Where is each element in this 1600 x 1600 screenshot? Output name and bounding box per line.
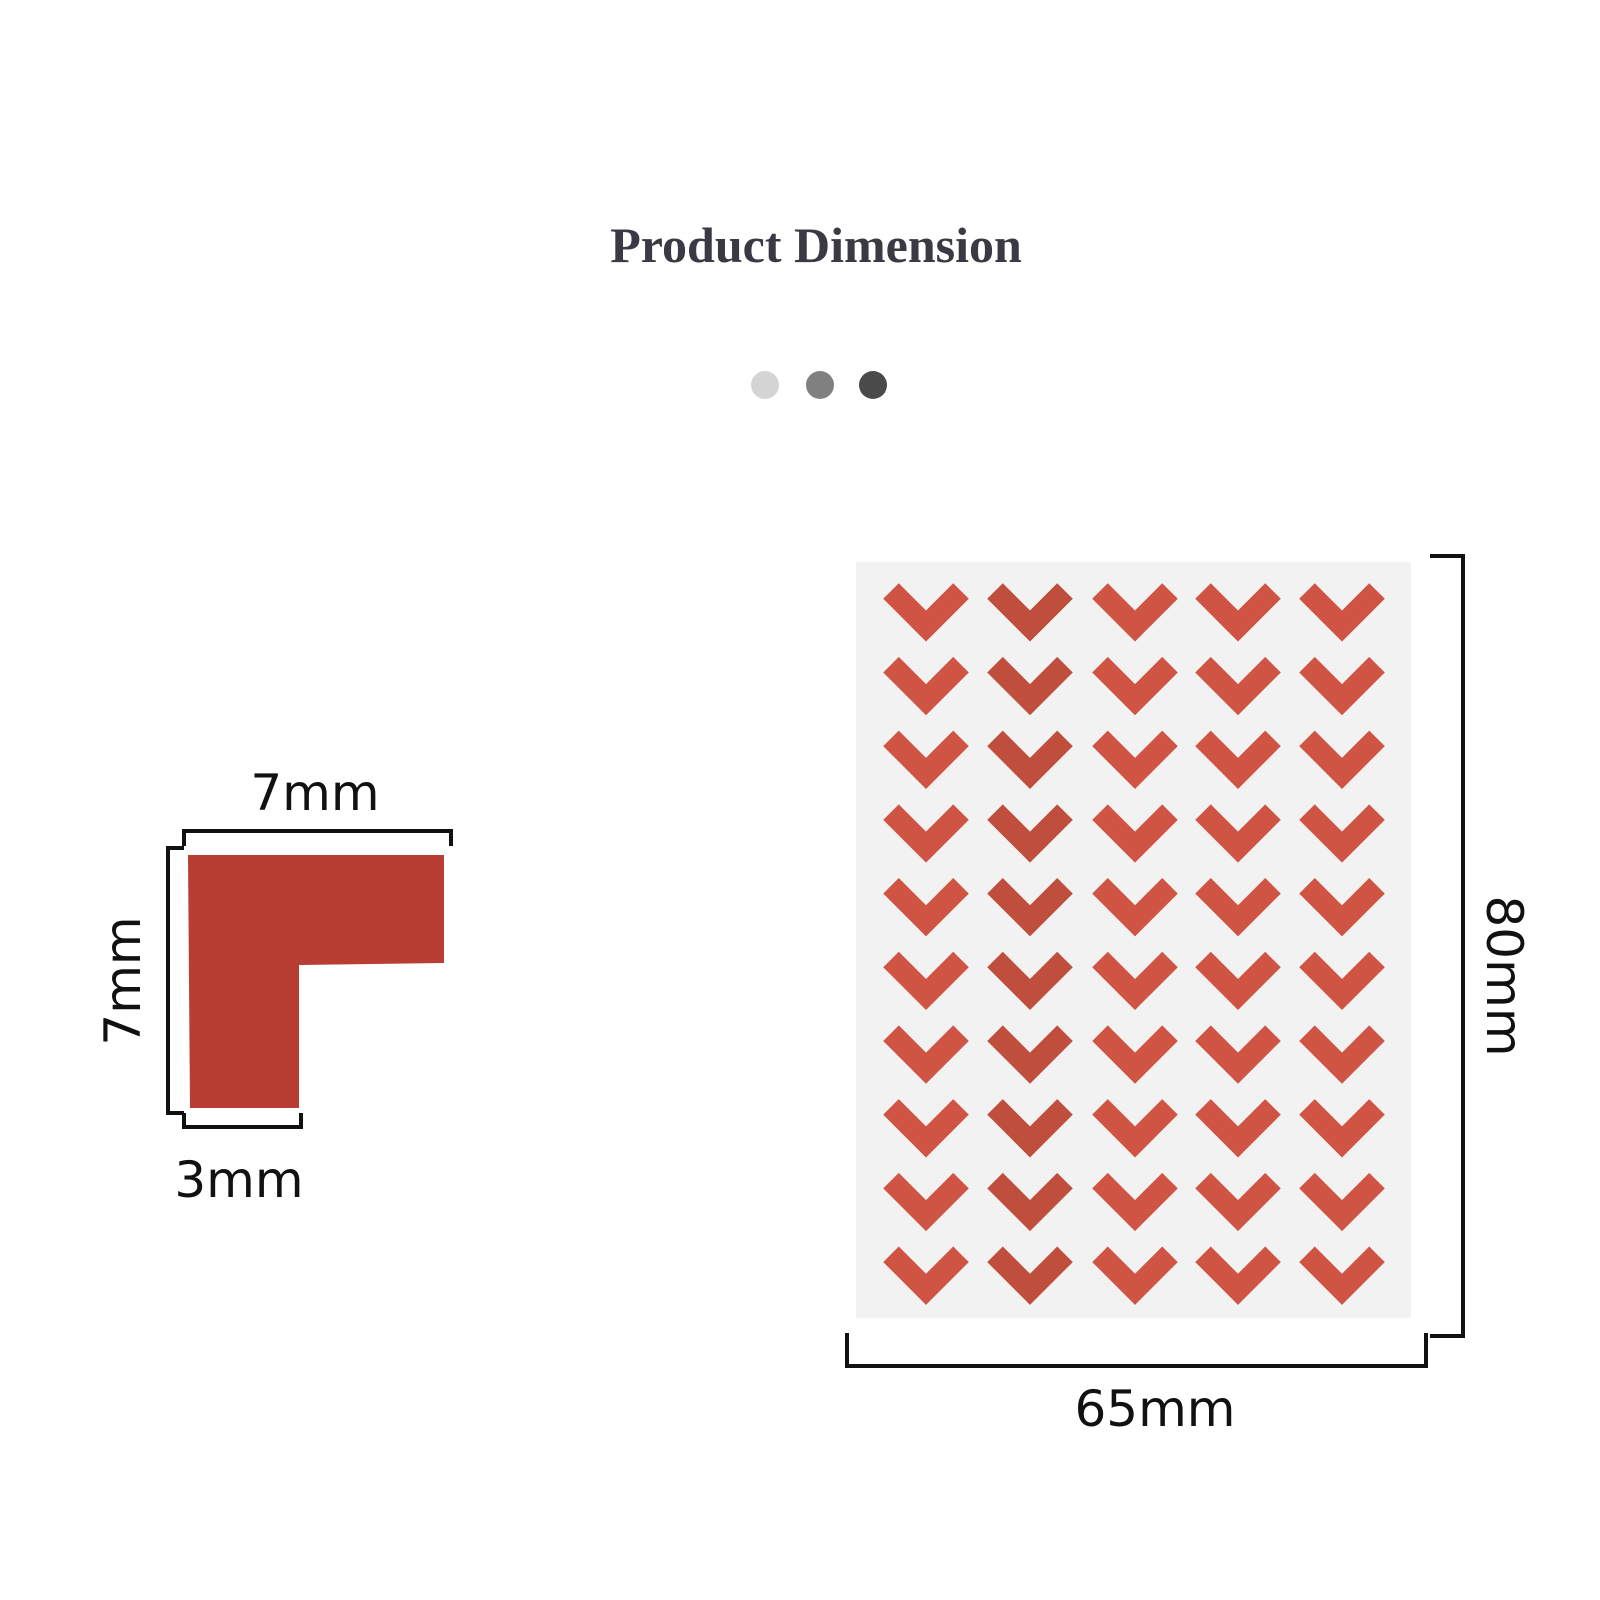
chevron — [883, 1099, 969, 1158]
chevron — [883, 656, 969, 716]
chevron — [1195, 878, 1281, 937]
chevron — [1092, 1172, 1178, 1232]
chevron — [1299, 878, 1385, 937]
chevron — [1195, 583, 1281, 642]
chevron — [1299, 583, 1385, 642]
corner-thickness: 3mm — [174, 1151, 303, 1209]
chevron — [883, 878, 969, 937]
chevron — [1299, 1172, 1385, 1232]
chevron — [1195, 656, 1281, 716]
chevron — [987, 583, 1073, 642]
chevron — [987, 1172, 1073, 1232]
chevron — [1195, 804, 1281, 863]
chevron — [1299, 1099, 1385, 1158]
chevron — [1195, 1246, 1281, 1305]
chevron — [1195, 951, 1281, 1011]
corner-width: 7mm — [250, 764, 379, 822]
chevron — [1092, 878, 1178, 937]
chevron — [1195, 1172, 1281, 1232]
chevron — [1195, 1099, 1281, 1158]
chevron — [987, 730, 1073, 789]
chevron — [1092, 730, 1178, 789]
sheet-width-bracket — [845, 1333, 1428, 1368]
dot — [751, 371, 779, 399]
chevron — [1092, 656, 1178, 716]
chevron — [1299, 730, 1385, 789]
chevron — [1195, 1025, 1281, 1084]
chevron — [1092, 1099, 1178, 1158]
chevron-grid — [883, 583, 1385, 1305]
chevron — [1299, 1246, 1385, 1305]
sheet-height: 80mm — [1475, 895, 1533, 1056]
chevron — [987, 804, 1073, 863]
chevron — [883, 583, 969, 642]
chevron — [987, 656, 1073, 716]
chevron — [883, 1246, 969, 1305]
chevron — [1092, 583, 1178, 642]
chevron — [987, 951, 1073, 1011]
chevron — [987, 1246, 1073, 1305]
sheet-height-bracket — [1430, 554, 1465, 1338]
chevron — [883, 1025, 969, 1084]
chevron — [883, 804, 969, 863]
corner-sticker — [188, 855, 444, 1108]
sheet-width: 65mm — [1074, 1380, 1235, 1438]
chevron — [1299, 804, 1385, 863]
chevron — [987, 1099, 1073, 1158]
chevron — [1092, 1246, 1178, 1305]
title: Product Dimension — [610, 217, 1022, 273]
dot — [859, 371, 887, 399]
corner-height: 7mm — [94, 916, 152, 1045]
height-bracket — [166, 846, 184, 1115]
chevron — [1299, 656, 1385, 716]
dot — [806, 371, 834, 399]
chevron — [987, 1025, 1073, 1084]
width-bracket — [182, 829, 453, 846]
chevron — [1195, 730, 1281, 789]
chevron — [1299, 1025, 1385, 1084]
chevron — [883, 1172, 969, 1232]
thickness-bracket — [182, 1113, 303, 1129]
chevron — [883, 951, 969, 1011]
chevron — [1092, 1025, 1178, 1084]
chevron — [1092, 951, 1178, 1011]
chevron — [1092, 804, 1178, 863]
chevron — [883, 730, 969, 789]
chevron — [987, 878, 1073, 937]
chevron — [1299, 951, 1385, 1011]
